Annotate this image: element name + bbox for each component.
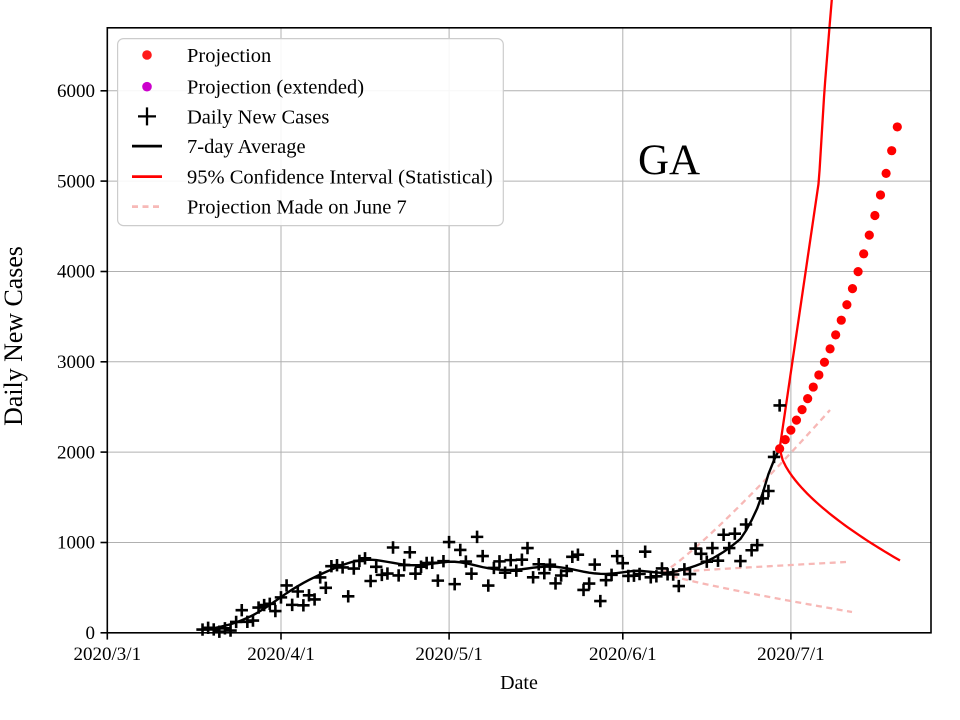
svg-text:6000: 6000	[57, 81, 95, 102]
svg-text:2020/3/1: 2020/3/1	[74, 644, 142, 665]
svg-text:0: 0	[86, 623, 96, 644]
svg-text:2020/7/1: 2020/7/1	[757, 644, 825, 665]
svg-text:Projection Made on June 7: Projection Made on June 7	[187, 197, 407, 219]
svg-text:7-day Average: 7-day Average	[187, 136, 306, 158]
svg-text:5000: 5000	[57, 171, 95, 192]
svg-text:Date: Date	[500, 672, 538, 694]
svg-text:2000: 2000	[57, 442, 95, 463]
svg-text:2020/5/1: 2020/5/1	[415, 644, 483, 665]
svg-text:95% Confidence Interval (Stati: 95% Confidence Interval (Statistical)	[187, 167, 493, 189]
svg-text:1000: 1000	[57, 533, 95, 554]
svg-text:Daily New Cases: Daily New Cases	[187, 106, 329, 128]
svg-text:Projection: Projection	[187, 45, 271, 67]
svg-text:4000: 4000	[57, 262, 95, 283]
svg-text:2020/4/1: 2020/4/1	[247, 644, 315, 665]
svg-text:2020/6/1: 2020/6/1	[589, 644, 657, 665]
svg-text:Projection (extended): Projection (extended)	[187, 77, 364, 99]
svg-text:GA: GA	[638, 137, 700, 184]
svg-text:Daily New Cases: Daily New Cases	[0, 246, 28, 426]
svg-text:3000: 3000	[57, 352, 95, 373]
